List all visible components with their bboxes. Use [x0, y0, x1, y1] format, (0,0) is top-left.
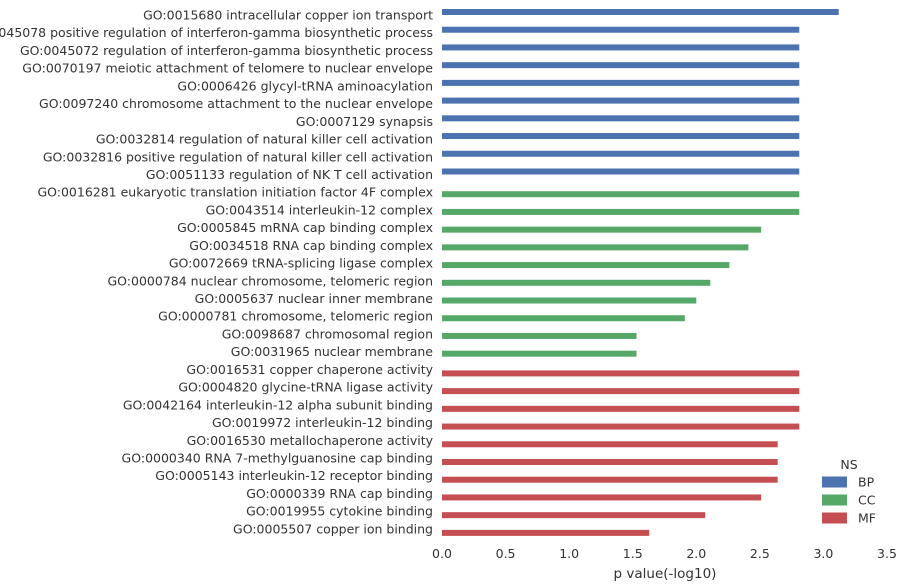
category-label: GO:0032816 positive regulation of natura… — [43, 149, 433, 164]
x-axis-title: p value(-log10) — [614, 566, 717, 582]
bar-bp — [442, 79, 800, 86]
bar-bp — [442, 115, 800, 122]
category-label: GO:0000784 nuclear chromosome, telomeric… — [108, 273, 434, 288]
category-label: GO:0097240 chromosome attachment to the … — [39, 96, 433, 111]
category-label: GO:0000781 chromosome, telomeric region — [158, 309, 433, 324]
legend-label-cc: CC — [858, 493, 876, 508]
x-axis-ticks: 0.0 0.5 1.0 1.5 2.0 2.5 3.0 3.5 — [432, 546, 897, 561]
bar-cc — [442, 208, 800, 215]
bar-mf — [442, 512, 706, 519]
x-tick-label: 0.0 — [432, 546, 452, 561]
category-label: GO:0045072 regulation of interferon-gamm… — [20, 43, 433, 58]
bar-bp — [442, 62, 800, 69]
category-label: GO:0016531 copper chaperone activity — [186, 362, 433, 377]
x-tick-label: 2.0 — [686, 546, 706, 561]
category-label: GO:0007129 synapsis — [296, 114, 433, 129]
legend-label-bp: BP — [858, 475, 875, 490]
legend-swatch-mf — [822, 512, 847, 524]
legend-swatch-bp — [822, 476, 847, 488]
category-label: GO:0004820 glycine-tRNA ligase activity — [178, 380, 433, 395]
bar-bp — [442, 44, 800, 51]
bars-group — [442, 9, 839, 536]
bar-mf — [442, 459, 778, 465]
category-label: GO:0016530 metallochaperone activity — [187, 433, 434, 448]
category-label: GO:0070197 meiotic attachment of telomer… — [22, 61, 433, 76]
category-label: GO:0015680 intracellular copper ion tran… — [143, 8, 433, 23]
legend-swatch-cc — [822, 494, 847, 506]
bar-cc — [442, 262, 730, 269]
category-label: GO:0034518 RNA cap binding complex — [189, 238, 433, 253]
category-label: GO:0016281 eukaryotic translation initia… — [37, 185, 433, 200]
x-tick-label: 0.5 — [496, 546, 516, 561]
bar-mf — [442, 494, 762, 501]
bar-bp — [442, 26, 800, 33]
bar-mf — [442, 441, 778, 448]
x-tick-label: 3.5 — [877, 546, 897, 561]
bar-mf — [442, 388, 800, 395]
legend-label-mf: MF — [858, 511, 876, 526]
bar-cc — [442, 279, 711, 286]
category-label: GO:0019972 interleukin-12 binding — [212, 415, 433, 430]
category-label: GO:0031965 nuclear membrane — [231, 344, 434, 359]
x-tick-label: 2.5 — [750, 546, 770, 561]
bar-bp — [442, 150, 800, 157]
category-label: GO:0005143 interleukin-12 receptor bindi… — [155, 468, 433, 483]
category-label: GO:0043514 interleukin-12 complex — [206, 202, 433, 217]
bar-mf — [442, 405, 800, 412]
category-label: GO:0005637 nuclear inner membrane — [195, 291, 434, 306]
legend-title: NS — [840, 457, 857, 472]
x-tick-label: 1.0 — [559, 546, 579, 561]
bar-mf — [442, 423, 800, 430]
category-label: GO:0005845 mRNA cap binding complex — [177, 220, 433, 235]
category-label: GO:0098687 chromosomal region — [222, 326, 433, 341]
category-label: GO:0032814 regulation of natural killer … — [96, 132, 433, 147]
bar-mf — [442, 370, 800, 377]
bar-bp — [442, 133, 800, 140]
category-label: GO:0045078 positive regulation of interf… — [0, 25, 433, 40]
category-label: GO:0051133 regulation of NK T cell activ… — [146, 167, 433, 182]
bar-mf — [442, 529, 650, 536]
bar-cc — [442, 350, 637, 357]
bar-cc — [442, 315, 685, 322]
bar-cc — [442, 332, 637, 339]
bar-bp — [442, 9, 839, 15]
category-labels: GO:0015680 intracellular copper ion tran… — [0, 8, 434, 537]
bar-cc — [442, 226, 762, 233]
bar-cc — [442, 244, 749, 251]
category-label: GO:0019955 cytokine binding — [246, 504, 433, 519]
category-label: GO:0042164 interleukin-12 alpha subunit … — [123, 397, 433, 412]
category-label: GO:0006426 glycyl-tRNA aminoacylation — [177, 78, 433, 93]
category-label: GO:0072669 tRNA-splicing ligase complex — [169, 256, 433, 271]
bar-cc — [442, 191, 800, 198]
x-tick-label: 3.0 — [813, 546, 833, 561]
bar-bp — [442, 168, 800, 175]
category-label: GO:0005507 copper ion binding — [233, 521, 433, 536]
category-label: GO:0000339 RNA cap binding — [246, 486, 433, 501]
bar-mf — [442, 476, 778, 483]
bar-cc — [442, 297, 697, 304]
legend: NS BP CC MF — [822, 457, 876, 526]
x-tick-label: 1.5 — [623, 546, 643, 561]
category-label: GO:0000340 RNA 7-methylguanosine cap bin… — [122, 451, 433, 466]
bar-bp — [442, 97, 800, 104]
